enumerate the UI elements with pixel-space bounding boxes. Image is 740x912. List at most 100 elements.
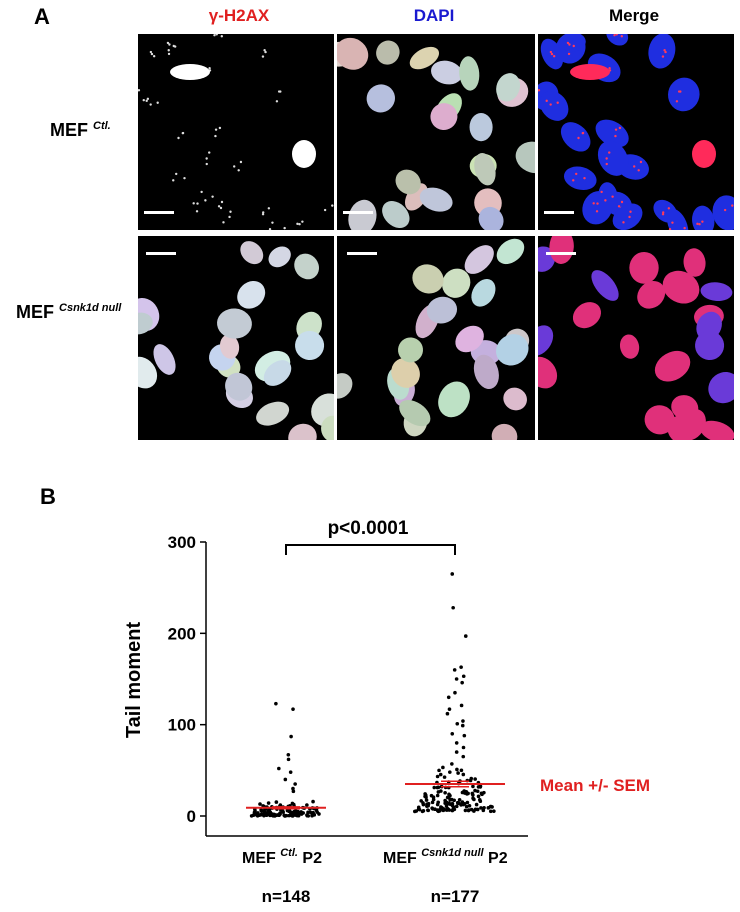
data-point <box>463 808 468 813</box>
data-point <box>461 745 466 750</box>
data-point <box>256 811 260 815</box>
data-point <box>445 711 450 716</box>
data-point <box>457 797 462 802</box>
row-label-superscript: Csnk1d null <box>59 302 122 314</box>
mean-sem-annotation: Mean +/- SEM <box>540 776 650 795</box>
tail-moment-chart: Tail moment p<0.0001 Mean +/- SEM 0 100 20… <box>123 518 650 906</box>
data-point <box>460 680 464 685</box>
data-point <box>311 799 315 804</box>
data-point <box>455 721 460 726</box>
data-point <box>472 797 476 802</box>
data-point <box>465 800 470 805</box>
data-point <box>454 750 459 754</box>
data-point <box>421 802 426 807</box>
data-point <box>437 808 442 813</box>
data-point <box>262 813 266 818</box>
category-label-superscript: Csnk1d null <box>421 847 484 859</box>
data-point <box>465 792 469 796</box>
y-tick-label: 200 <box>168 624 196 643</box>
data-point <box>425 804 429 808</box>
data-point <box>310 813 314 818</box>
data-point <box>249 814 254 818</box>
data-point <box>437 768 441 773</box>
data-point <box>419 799 423 803</box>
micrograph-null-merge <box>538 236 734 440</box>
data-point <box>266 801 271 805</box>
micrograph-null-dapi <box>337 236 535 440</box>
n-label-ctl: n=148 <box>262 887 311 906</box>
data-point <box>474 802 479 807</box>
data-point <box>441 807 446 811</box>
data-point <box>467 803 472 808</box>
data-point <box>450 762 454 766</box>
micrograph-null-gamma-h2ax <box>138 236 334 440</box>
data-point <box>462 733 467 738</box>
data-point <box>447 707 452 711</box>
data-point <box>291 812 296 816</box>
data-point <box>431 807 435 811</box>
data-point <box>471 784 475 789</box>
data-point <box>424 798 429 802</box>
column-header-label: DAPI <box>413 6 455 25</box>
data-point <box>461 674 466 679</box>
data-point <box>446 695 451 700</box>
data-point <box>416 807 421 811</box>
category-label-superscript: Ctl. <box>280 847 298 859</box>
data-point <box>306 814 311 818</box>
data-point <box>423 792 427 796</box>
column-header-label: Merge <box>608 6 660 25</box>
data-point <box>455 767 459 772</box>
data-point <box>291 802 296 807</box>
data-point <box>448 770 452 774</box>
data-point <box>291 786 295 791</box>
data-point <box>475 807 480 812</box>
data-point <box>435 793 440 798</box>
data-point <box>261 809 266 813</box>
data-point <box>281 810 285 814</box>
column-header-merge: Merge <box>539 6 729 26</box>
data-point <box>286 757 291 762</box>
row-label-text: MEF <box>16 302 54 322</box>
data-point <box>448 793 452 798</box>
data-point <box>442 775 447 779</box>
micrograph-ctl-gamma-h2ax <box>138 34 334 230</box>
data-point <box>479 806 483 810</box>
data-point <box>317 812 321 816</box>
data-point <box>461 719 465 723</box>
column-header-dapi: DAPI <box>339 6 529 26</box>
category-label-text: MEF <box>383 850 417 867</box>
data-point <box>454 677 459 681</box>
row-label-superscript: Ctl. <box>93 120 111 132</box>
data-point <box>291 707 295 711</box>
data-point <box>444 804 449 808</box>
data-point <box>454 741 459 745</box>
data-point <box>443 798 447 803</box>
scale-bar <box>146 252 176 255</box>
data-point <box>462 789 466 793</box>
data-point <box>266 812 271 817</box>
category-label-null: MEF Csnk1d null P2 <box>383 843 508 867</box>
significance-bracket <box>285 544 456 555</box>
data-point <box>453 690 457 695</box>
y-tick-label: 100 <box>168 716 196 735</box>
data-point <box>435 785 440 790</box>
data-point <box>274 800 279 804</box>
data-point <box>448 797 452 802</box>
column-header-label: γ-H2AX <box>208 6 270 25</box>
data-point <box>287 813 291 818</box>
data-point <box>452 668 457 672</box>
data-point <box>438 772 443 777</box>
data-point <box>431 795 436 799</box>
row-label-text: MEF <box>50 120 88 140</box>
data-point <box>451 807 455 812</box>
data-point <box>430 800 435 805</box>
data-point <box>288 770 293 774</box>
data-point <box>463 634 468 638</box>
data-point <box>477 798 482 802</box>
data-point <box>305 803 309 807</box>
data-point <box>471 793 475 797</box>
data-point <box>308 810 313 814</box>
data-point <box>459 665 463 669</box>
data-point <box>459 703 464 708</box>
data-point <box>277 766 281 771</box>
